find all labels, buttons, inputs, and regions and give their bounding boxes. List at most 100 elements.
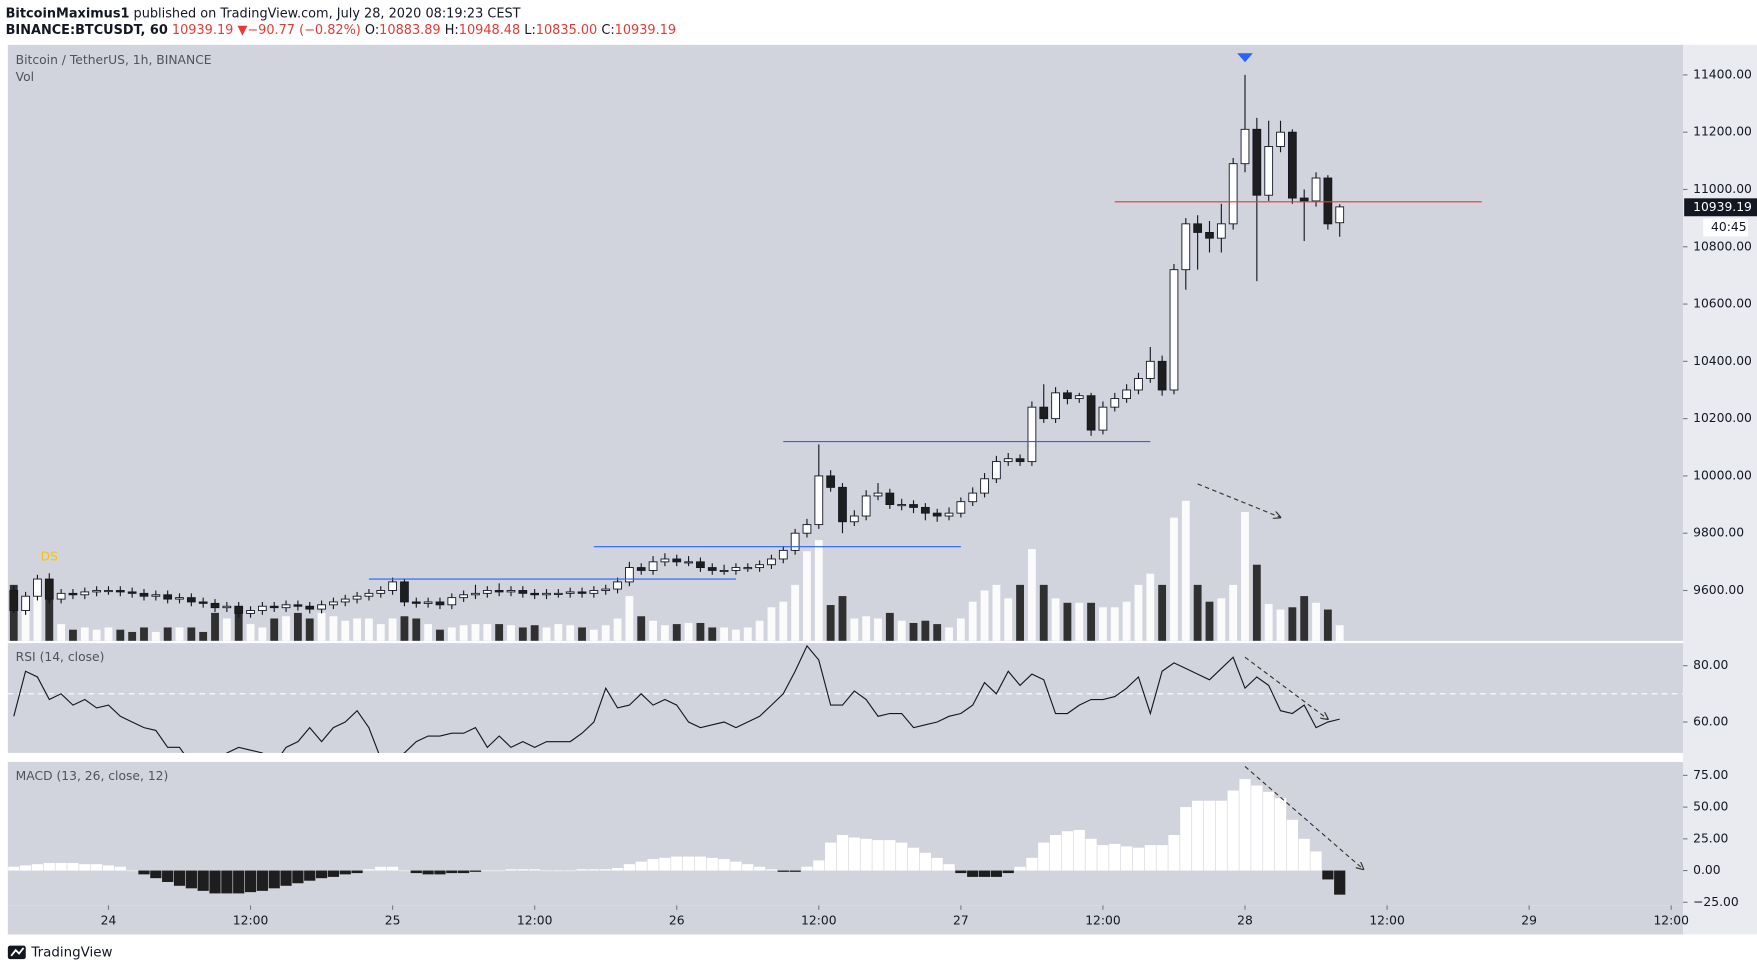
candle-body <box>186 597 196 603</box>
volume-bar <box>1323 609 1332 641</box>
candle-body <box>992 461 1001 480</box>
candle-body <box>530 592 540 596</box>
macd-bar <box>1109 843 1121 871</box>
volume-bar <box>33 596 42 641</box>
candle-body <box>648 561 658 571</box>
x-tick-label: 25 <box>385 914 401 928</box>
candle-body <box>198 601 208 604</box>
volume-bar <box>767 607 776 641</box>
macd-bar <box>197 870 209 891</box>
volume-bar <box>459 625 468 641</box>
volume-bar <box>814 540 823 641</box>
y-tick-label: 0.00 <box>1693 863 1721 877</box>
volume-bar <box>1229 584 1238 641</box>
candle-body <box>968 492 978 503</box>
volume-bar <box>684 622 693 641</box>
macd-bar <box>79 864 91 871</box>
x-tick-label: 12:00 <box>801 914 837 928</box>
candle-body <box>565 591 575 594</box>
candle-body <box>340 598 350 603</box>
macd-bar <box>221 870 233 894</box>
macd-label: MACD (13, 26, close, 12) <box>16 769 169 783</box>
macd-bar <box>1251 785 1263 871</box>
candle-body <box>1145 360 1155 379</box>
price-panel <box>7 44 1684 641</box>
volume-bar <box>92 629 101 641</box>
y-tick-label: 10800.00 <box>1693 239 1752 253</box>
macd-bar <box>1085 838 1097 871</box>
high: 10948.48 <box>459 23 520 38</box>
volume-bar <box>507 625 515 641</box>
volume-bar <box>341 620 350 641</box>
macd-bar <box>1132 847 1145 871</box>
volume-bar <box>495 624 504 641</box>
macd-bar <box>1239 779 1251 871</box>
volume-bar <box>542 627 551 641</box>
macd-bar <box>659 857 671 871</box>
candle-body <box>1169 269 1179 391</box>
candle-body <box>885 492 895 506</box>
macd-bar <box>398 870 411 872</box>
macd-bar <box>967 870 979 877</box>
rsi-panel <box>7 643 1684 753</box>
volume-bar <box>1312 602 1320 641</box>
header-line-1: BitcoinMaximus1 published on TradingView… <box>6 6 521 21</box>
candle-body <box>376 590 386 594</box>
candle-body <box>1003 458 1013 463</box>
candle-body <box>542 592 551 596</box>
trend-arrow <box>1197 483 1281 518</box>
macd-bar <box>611 868 624 871</box>
volume-bar <box>1110 607 1119 641</box>
macd-bar <box>1215 800 1227 871</box>
candle-body <box>826 475 836 488</box>
volume-bar <box>862 616 871 641</box>
volume-bar <box>400 616 409 641</box>
y-tick-label: 11400.00 <box>1693 67 1752 81</box>
volume-bar <box>1335 625 1344 641</box>
macd-bar <box>1073 829 1085 871</box>
candle-body <box>305 605 315 610</box>
candle-body <box>1228 163 1238 225</box>
macd-bar <box>1227 790 1239 871</box>
macd-bar <box>31 864 44 871</box>
candle-body <box>636 567 646 571</box>
volume-bar <box>199 631 208 641</box>
volume-bar <box>483 624 492 641</box>
macd-bar <box>848 837 860 871</box>
x-tick-label: 26 <box>669 914 685 928</box>
y-tick-label: 11200.00 <box>1693 125 1752 139</box>
macd-bar <box>1180 807 1192 871</box>
volume-bar <box>992 584 1001 641</box>
macd-bar <box>1334 870 1346 895</box>
candle-body <box>1252 128 1262 196</box>
candle-body <box>1015 458 1025 463</box>
candle-body <box>707 567 717 571</box>
volume-bar <box>1063 602 1072 641</box>
candle-body <box>163 594 173 600</box>
volume-bar <box>755 620 764 641</box>
candle-body <box>400 581 409 603</box>
l-key: L: <box>524 23 536 38</box>
volume-bar <box>1039 584 1048 641</box>
volume-bar <box>1288 607 1297 641</box>
candle-body <box>246 610 255 614</box>
macd-plot <box>8 766 1363 895</box>
low: 10835.00 <box>536 23 597 38</box>
macd-bar <box>990 870 1002 877</box>
trend-arrow <box>1244 656 1328 719</box>
candle-body <box>944 512 954 517</box>
volume-bar <box>388 618 397 641</box>
macd-bar <box>813 860 825 871</box>
macd-bar <box>1026 857 1038 871</box>
candle-body <box>317 604 326 610</box>
candle-body <box>731 567 741 571</box>
volume-bar <box>151 631 160 641</box>
volume-bar <box>471 624 480 641</box>
candle-body <box>1110 398 1120 408</box>
y-tick-label: 10200.00 <box>1693 411 1752 425</box>
macd-bar <box>505 869 517 871</box>
volume-bar <box>282 616 290 641</box>
macd-bar <box>493 870 505 872</box>
candle-body <box>1039 406 1049 420</box>
macd-bar <box>138 870 150 875</box>
